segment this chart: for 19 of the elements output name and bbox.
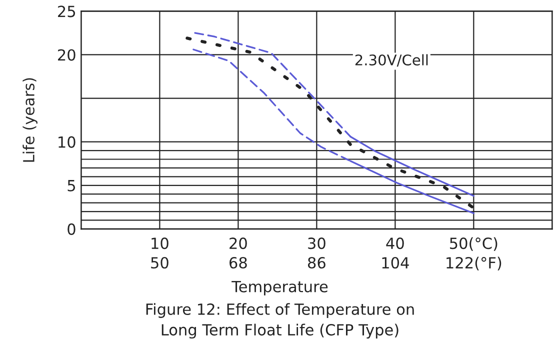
y-tick-label: 10 (58, 136, 76, 148)
y-tick-label: 0 (68, 223, 76, 235)
x-tick-label: 40 (386, 238, 404, 250)
x-tick-label: 10 (152, 238, 168, 250)
x-tick-label: 20 (230, 238, 247, 250)
y-axis-title: Life (years) (22, 78, 38, 162)
annotation: 2.30V/Cell (355, 54, 428, 67)
y-tick-label: 5 (68, 180, 76, 192)
y-tick-label: 25 (58, 6, 76, 18)
y-tick-label: 20 (58, 49, 76, 61)
x-tick-label: 30 (308, 238, 326, 250)
x2-tick-label: 104 (382, 256, 409, 269)
caption: Figure 12: Effect of Temperature on Long Term Float Life (CFP Type) (146, 303, 414, 339)
x2-tick-label: 86 (308, 256, 326, 269)
x-tick-label: 50(°C) (450, 237, 498, 251)
x2-tick-label: 122(°F) (446, 256, 502, 270)
x-axis-title: Temperature (232, 281, 328, 296)
x2-tick-label: 50 (151, 256, 168, 269)
x2-tick-label: 68 (230, 256, 247, 269)
